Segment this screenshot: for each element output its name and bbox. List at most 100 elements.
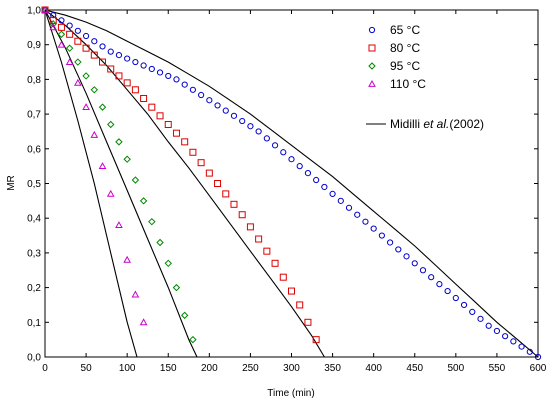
- data-point-square: [172, 129, 180, 137]
- data-point-square: [115, 72, 123, 80]
- data-point-circle: [91, 38, 98, 45]
- data-point-square: [238, 211, 246, 219]
- data-point-triangle: [115, 221, 123, 229]
- data-point-square: [99, 58, 107, 66]
- x-tick-label: 50: [81, 363, 93, 374]
- legend-marker-triangle: [368, 79, 376, 87]
- data-point-diamond: [82, 72, 90, 80]
- data-point-circle: [452, 294, 459, 302]
- data-point-circle: [189, 86, 196, 93]
- x-tick-label: 550: [489, 363, 506, 374]
- data-point-square: [205, 169, 213, 177]
- data-point-circle: [156, 69, 164, 76]
- data-point-square: [271, 259, 279, 267]
- data-point-diamond: [156, 238, 164, 247]
- data-point-square: [296, 301, 304, 309]
- data-point-triangle: [74, 78, 82, 86]
- data-point-circle: [313, 176, 320, 184]
- data-point-circle: [296, 163, 303, 170]
- data-point-diamond: [172, 283, 181, 292]
- data-point-circle: [255, 128, 262, 135]
- data-point-circle: [74, 27, 81, 34]
- data-point-square: [90, 51, 98, 59]
- y-tick-label: 0,5: [27, 179, 41, 190]
- data-point-circle: [502, 333, 509, 340]
- data-point-circle: [124, 55, 131, 62]
- data-point-circle: [370, 225, 377, 232]
- data-point-circle: [263, 135, 270, 142]
- x-tick-label: 0: [42, 363, 48, 374]
- data-point-diamond: [131, 176, 140, 184]
- y-tick-label: 0,9: [27, 40, 41, 51]
- data-point-square: [66, 30, 74, 38]
- data-point-circle: [436, 281, 443, 288]
- data-point-diamond: [41, 6, 49, 14]
- data-point-square: [107, 65, 115, 73]
- legend-label: 80 °C: [390, 41, 420, 55]
- model-curves: [44, 9, 539, 358]
- data-point-square: [214, 180, 222, 187]
- data-point-circle: [304, 169, 312, 177]
- data-point-circle: [107, 48, 114, 55]
- axis-ticks: 0 50 100 150 200 250 300 350 400 450 500 550 600 0,0 0…: [27, 6, 547, 375]
- data-point-triangle: [82, 103, 90, 111]
- legend-marker-circle: [368, 26, 376, 34]
- data-point-square: [140, 94, 148, 102]
- data-point-circle: [173, 76, 180, 83]
- y-tick-label: 0,2: [27, 283, 41, 294]
- data-point-square: [304, 318, 312, 326]
- data-point-triangle: [65, 58, 74, 65]
- data-point-circle: [321, 183, 328, 191]
- y-tick-label: 0,4: [27, 214, 41, 225]
- data-point-circle: [493, 327, 501, 335]
- legend: 65 °C 80 °C 95 °C 110 °C Midilli et al.(2002…: [366, 23, 484, 131]
- data-point-square: [246, 223, 254, 231]
- plot-frame: [44, 9, 539, 358]
- x-tick-label: 100: [119, 363, 136, 374]
- data-point-square: [197, 159, 205, 167]
- data-point-circle: [345, 204, 353, 211]
- data-point-square: [123, 79, 131, 87]
- legend-marker-diamond: [368, 62, 376, 70]
- data-point-square: [74, 37, 82, 45]
- data-point-circle: [140, 62, 147, 69]
- legend-marker-square: [368, 44, 376, 52]
- data-point-diamond: [164, 259, 172, 268]
- model-curve-1: [44, 9, 539, 358]
- data-point-triangle: [90, 130, 99, 138]
- data-point-triangle: [139, 318, 148, 326]
- data-point-triangle: [131, 290, 140, 298]
- data-point-square: [82, 44, 90, 52]
- data-point-diamond: [107, 120, 115, 129]
- y-tick-label: 0,1: [27, 318, 41, 329]
- data-point-circle: [387, 239, 394, 246]
- x-tick-label: 200: [201, 363, 218, 374]
- data-point-triangle: [49, 23, 58, 31]
- data-point-circle: [288, 156, 295, 163]
- data-point-circle: [66, 22, 73, 29]
- data-point-circle: [485, 322, 492, 329]
- data-point-square: [131, 86, 139, 94]
- data-point-circle: [280, 149, 287, 156]
- data-point-diamond: [148, 217, 156, 226]
- data-point-circle: [378, 232, 385, 239]
- data-point-circle: [181, 81, 188, 88]
- data-point-circle: [148, 65, 155, 73]
- data-points: [41, 5, 542, 361]
- data-point-circle: [526, 348, 533, 355]
- x-tick-label: 600: [530, 363, 547, 374]
- data-point-circle: [239, 117, 246, 125]
- legend-label: 65 °C: [390, 23, 420, 37]
- data-point-circle: [534, 353, 542, 361]
- x-tick-label: 300: [283, 363, 300, 374]
- data-point-diamond: [74, 58, 82, 66]
- data-point-diamond: [98, 103, 107, 111]
- data-point-diamond: [180, 311, 189, 320]
- data-point-circle: [469, 308, 476, 315]
- data-point-circle: [329, 190, 336, 198]
- data-point-circle: [419, 267, 427, 274]
- x-tick-label: 350: [324, 363, 341, 374]
- data-point-triangle: [57, 40, 66, 48]
- data-point-square: [181, 138, 189, 146]
